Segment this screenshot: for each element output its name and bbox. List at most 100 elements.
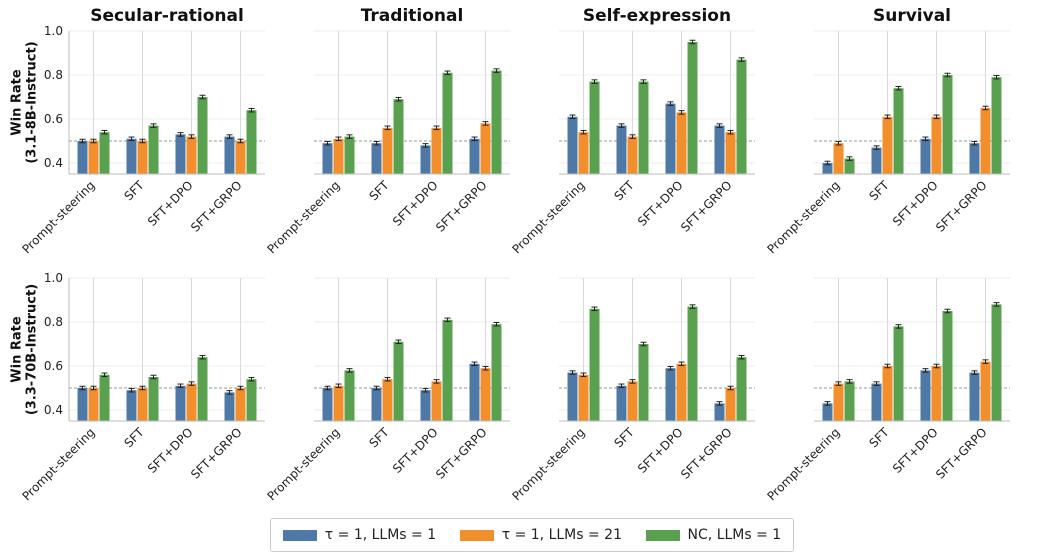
panel-0-3-bar-0-2: [920, 138, 931, 174]
panel-1-3-xtick-label-0: Prompt-steering: [764, 425, 842, 503]
panel-0-3-xtick-label-2: SFT+DPO: [890, 178, 941, 229]
panel-0-3-xtick-label-1: SFT: [866, 178, 892, 204]
col-title-3: Survival: [873, 6, 951, 26]
panel-1-2-bar-0-2: [665, 368, 676, 421]
row-label-1-line-1: (3.3-70B-Instruct): [25, 284, 40, 415]
panel-1-0-bar-2-1: [148, 377, 159, 421]
panel-0-2-bar-0-3: [714, 125, 725, 174]
col-title-1: Traditional: [361, 6, 464, 26]
col-title-0: Secular-rational: [90, 6, 244, 26]
legend-swatch-series-2: [645, 529, 680, 541]
panel-1-0-xtick-label-2: SFT+DPO: [145, 425, 196, 476]
panel-0-2-xtick-label-2: SFT+DPO: [635, 178, 686, 229]
panel-1-0-bar-1-1: [137, 388, 148, 421]
row-label-1: Win Rate(3.3-70B-Instruct): [10, 284, 40, 415]
panel-0-0-bar-2-0: [99, 132, 110, 174]
panel-0-3-bar-2-2: [942, 75, 953, 174]
panel-1-3-xtick-label-3: SFT+GRPO: [933, 425, 990, 482]
panel-1-0-bar-1-3: [235, 388, 246, 421]
panel-1-2-bar-0-3: [714, 403, 725, 421]
panel-0-1-bar-2-1: [393, 99, 404, 174]
panel-1-2-bar-2-1: [638, 344, 649, 421]
panel-1-0-ytick-label-2: 0.8: [44, 315, 63, 329]
panel-1-0-bar-0-1: [126, 390, 137, 421]
panel-1-0-bar-2-3: [246, 379, 257, 421]
panel-1-2-xtick-label-2: SFT+DPO: [635, 425, 686, 476]
legend-item-series-1: τ = 1, LLMs = 21: [459, 527, 622, 543]
panel-0-2-bar-2-1: [638, 81, 649, 174]
panel-0-0-ytick-label-2: 0.8: [44, 68, 63, 82]
panel-0-0-xtick-label-0: Prompt-steering: [19, 178, 97, 256]
panel-0-2-bar-0-2: [665, 103, 676, 174]
panel-0-1-xtick-label-0: Prompt-steering: [264, 178, 342, 256]
panel-1-0-ytick-label-0: 0.4: [44, 403, 63, 417]
panel-0-2-bar-2-3: [736, 59, 747, 174]
panel-1-1-bar-2-3: [491, 324, 502, 421]
panel-0-1-bar-0-2: [420, 145, 431, 174]
panel-0-1-bar-1-2: [431, 127, 442, 174]
panel-0-2-bar-1-3: [725, 132, 736, 174]
legend-swatch-series-0: [282, 529, 317, 541]
panel-1-2-xtick-label-0: Prompt-steering: [509, 425, 587, 503]
panel-1-0-ytick-label-1: 0.6: [44, 359, 63, 373]
panel-1-2-bar-0-0: [567, 372, 578, 421]
panel-0-1-xtick-label-3: SFT+GRPO: [433, 178, 490, 235]
panel-0-3-bar-2-3: [991, 77, 1002, 174]
panel-1-1-bar-0-1: [371, 388, 382, 421]
panel-0-1-bar-0-0: [322, 143, 333, 174]
panel-1-3-bar-2-0: [844, 381, 855, 421]
panel-1-0-bar-0-2: [175, 385, 186, 421]
panel-1-1-bar-1-0: [333, 385, 344, 421]
panel-1-2-bar-0-1: [616, 385, 627, 421]
panel-0-2-bar-1-2: [676, 112, 687, 174]
panel-0-0-ytick-label-0: 0.4: [44, 156, 63, 170]
panel-1-1-bar-0-2: [420, 390, 431, 421]
panel-0-2-bar-0-0: [567, 116, 578, 174]
panel-0-1-bar-2-0: [344, 136, 355, 174]
panel-1-3-bar-2-2: [942, 311, 953, 421]
panel-0-3-xtick-label-3: SFT+GRPO: [933, 178, 990, 235]
panel-1-2-bar-2-0: [589, 308, 600, 421]
col-title-2: Self-expression: [583, 6, 731, 26]
panel-0-1-bar-1-0: [333, 138, 344, 174]
panel-1-3-xtick-label-1: SFT: [866, 425, 892, 451]
panel-0-3-bar-0-1: [871, 147, 882, 174]
panel-1-0-xtick-label-1: SFT: [121, 425, 147, 451]
panel-0-1-bar-2-2: [442, 72, 453, 174]
panel-0-3-bar-1-2: [931, 116, 942, 174]
panel-0-1-bar-1-3: [480, 123, 491, 174]
panel-1-1-bar-2-2: [442, 319, 453, 421]
panel-0-3-bar-2-0: [844, 158, 855, 174]
legend-item-series-2: NC, LLMs = 1: [645, 527, 782, 543]
row-label-0-line-1: (3.1-8B-Instruct): [25, 41, 40, 163]
panel-1-3-bar-1-0: [833, 383, 844, 421]
panel-0-0-bar-1-2: [186, 136, 197, 174]
panel-0-1-bar-0-3: [469, 138, 480, 174]
panel-1-3-bar-2-1: [893, 326, 904, 421]
panel-1-3-bar-0-2: [920, 370, 931, 421]
panel-0-0-xtick-label-2: SFT+DPO: [145, 178, 196, 229]
panel-1-3-bar-1-3: [980, 361, 991, 421]
panel-0-3-xtick-label-0: Prompt-steering: [764, 178, 842, 256]
panel-1-3-bar-1-1: [882, 366, 893, 421]
panel-1-1-bar-0-0: [322, 388, 333, 421]
panel-0-3-bar-2-1: [893, 88, 904, 174]
panel-0-2-bar-2-0: [589, 81, 600, 174]
panel-1-2-bar-2-2: [687, 306, 698, 421]
panel-1-2-bar-2-3: [736, 357, 747, 421]
panel-1-3-bar-0-1: [871, 383, 882, 421]
panel-1-1-xtick-label-0: Prompt-steering: [264, 425, 342, 503]
panel-1-1-xtick-label-2: SFT+DPO: [390, 425, 441, 476]
legend-label-series-2: NC, LLMs = 1: [687, 527, 782, 543]
panel-1-1-bar-0-3: [469, 363, 480, 421]
legend-label-series-1: τ = 1, LLMs = 21: [501, 527, 622, 543]
panel-1-2-bar-1-3: [725, 388, 736, 421]
panel-0-0-ytick-label-1: 0.6: [44, 112, 63, 126]
panel-0-3-bar-1-3: [980, 108, 991, 174]
panel-0-0-bar-0-1: [126, 138, 137, 174]
panel-0-0-bar-1-0: [88, 141, 99, 174]
panel-0-0-bar-0-0: [77, 141, 88, 174]
panel-0-2-bar-0-1: [616, 125, 627, 174]
panel-0-3-bar-0-3: [969, 143, 980, 174]
